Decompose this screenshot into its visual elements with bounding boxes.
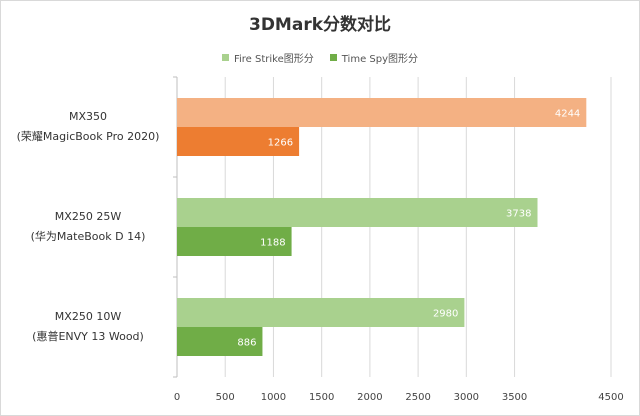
legend-swatch-time-spy: [329, 54, 337, 61]
legend-item-fire-strike: Fire Strike图形分: [221, 50, 314, 65]
x-tick-label: 1000: [261, 392, 286, 403]
data-label: 1188: [260, 238, 285, 249]
data-label: 3738: [506, 209, 531, 220]
category-sublabel: (荣耀MagicBook Pro 2020): [17, 130, 160, 143]
bar-fire-strike: [177, 198, 538, 227]
chart-legend: Fire Strike图形分 Time Spy图形分: [0, 50, 640, 65]
bar-time-spy: [177, 327, 263, 356]
bar-time-spy: [177, 227, 292, 256]
legend-label-fire-strike: Fire Strike图形分: [233, 54, 314, 65]
bar-time-spy: [177, 127, 300, 156]
data-label: 4244: [555, 109, 580, 120]
legend-swatch-fire-strike: [221, 54, 229, 61]
category-sublabel: (惠普ENVY 13 Wood): [32, 329, 144, 343]
x-tick-label: 3500: [502, 392, 527, 403]
chart-title: 3DMark分数对比: [248, 15, 392, 35]
data-label: 886: [237, 338, 256, 349]
x-tick-label: 2500: [405, 392, 430, 403]
data-label: 1266: [268, 138, 293, 149]
x-tick-label: 3000: [454, 392, 479, 403]
x-tick-label: 0: [174, 392, 180, 403]
bar-fire-strike: [177, 98, 587, 127]
legend-label-time-spy: Time Spy图形分: [341, 54, 419, 65]
x-tick-label: 2000: [357, 392, 382, 403]
category-sublabel: (华为MateBook D 14): [31, 229, 146, 243]
x-tick-label: 1500: [309, 392, 334, 403]
category-label: MX350: [69, 110, 107, 123]
legend-item-time-spy: Time Spy图形分: [329, 50, 419, 65]
x-tick-label: 4500: [598, 392, 623, 403]
category-label: MX250 25W: [55, 210, 122, 223]
x-tick-label: 500: [216, 392, 235, 403]
data-label: 2980: [433, 309, 458, 320]
category-label: MX250 10W: [55, 310, 122, 323]
bar-fire-strike: [177, 298, 465, 327]
